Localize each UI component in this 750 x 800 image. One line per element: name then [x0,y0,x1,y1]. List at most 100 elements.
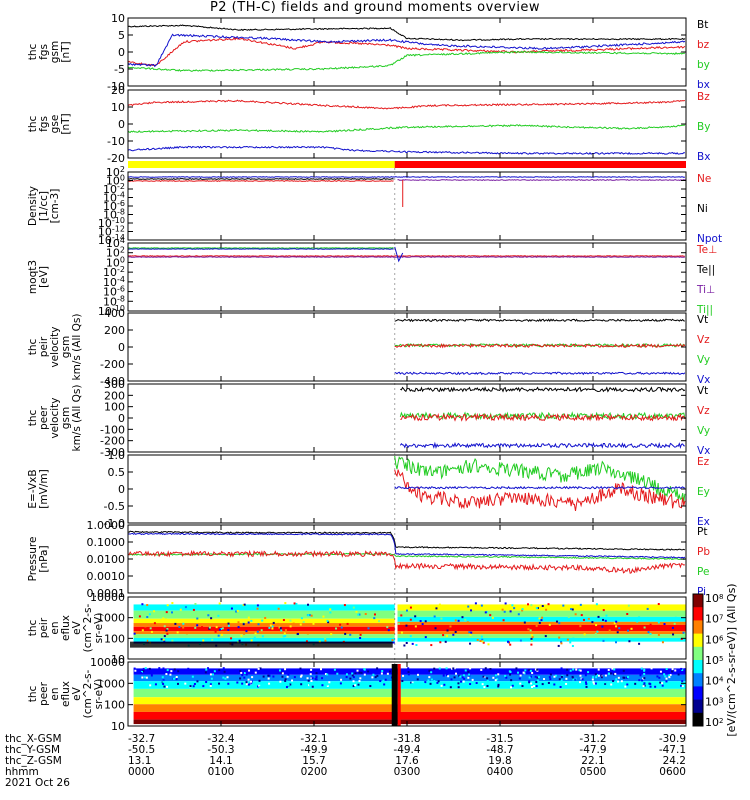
legend-label: Te|| [696,264,715,276]
spectrogram-speckle [502,619,505,622]
ephemeris-value: 15.7 [302,755,325,767]
spectrogram-speckle [602,609,605,612]
spectrogram-speckle [326,684,329,687]
spectrogram-speckle [134,669,137,672]
spectrogram-speckle [592,681,595,684]
spectrogram-speckle [427,679,430,682]
series-ni [127,178,394,180]
spectrogram-speckle [363,673,366,676]
spectrogram-speckle [492,676,495,679]
spectrogram-speckle [187,667,190,670]
y-tick-label: 200 [104,389,125,402]
spectrogram-speckle [363,668,366,671]
ephemeris-value: -50.3 [207,744,234,756]
spectrogram-speckle [358,680,361,683]
spectrogram-speckle [559,685,562,688]
y-axis-label-line: eV [71,686,83,700]
ephemeris-value: -31.2 [579,733,606,745]
spectrogram-speckle [416,678,419,681]
spectrogram-speckle [560,675,563,678]
spectrogram-speckle [266,616,269,619]
spectrogram-speckle [549,678,552,681]
panel-frame-pressure [127,524,687,594]
spectrogram-speckle [343,604,346,607]
spectrogram-speckle [171,639,174,642]
y-axis-label-line: E=-VxB [27,469,39,508]
spectrogram-speckle [595,603,598,606]
spectrogram-speckle [592,676,595,679]
spectrogram-speckle [576,607,579,610]
spectrogram-speckle [587,671,590,674]
spectrogram-speckle [680,667,683,670]
spectrogram-speckle [560,667,563,670]
spectrogram-speckle [571,675,574,678]
spectrogram-speckle [503,610,506,613]
spectrogram-speckle [627,629,630,632]
y-axis-label-line: velocity [49,326,61,367]
spectrogram-speckle [528,668,531,671]
spectrogram-speckle [497,685,500,688]
spectrogram-speckle [289,619,292,622]
spectrogram-speckle [509,681,512,684]
spectrogram-speckle [469,667,472,670]
spectrogram-speckle [510,686,513,689]
colorbar-tick-exponent: 6 [719,634,724,642]
y-tick-exponent: -4 [117,191,125,200]
spectrogram-speckle [561,674,564,677]
spectrogram-speckle [139,605,142,608]
colorbar: 108 107 106 105 104 103 102 [eV/(cm^2-s-sr-eV)]… [692,583,738,737]
spectrogram-speckle [261,619,264,622]
ephemeris-value: -47.9 [579,744,606,756]
spectrogram-speckle [580,614,583,617]
series-bz [127,36,686,67]
colorbar-tick-exponent: 8 [719,593,723,601]
y-tick-label: 100 [104,401,125,414]
spectrogram-speckle [410,681,413,684]
y-tick-label: 100 [104,632,125,645]
y-tick-label: 1000 [97,677,125,690]
spectrogram-speckle [352,606,355,609]
spectrogram-speckle [653,608,656,611]
colorbar-segment [693,686,703,701]
spectrogram-speckle [282,635,285,638]
spectrogram-speckle [247,621,250,624]
spectrogram-speckle [257,685,260,688]
spectrogram-speckle [409,618,412,621]
colorbar-tick-label: 108 [705,592,723,605]
spectrogram-speckle [196,680,199,683]
spectrogram-speckle [300,683,303,686]
y-axis-label-line: (cm^2-s- [82,669,94,718]
series-ne [127,180,394,182]
spectrogram-speckle [155,686,158,689]
legend-label: Ex [697,516,710,528]
spectrogram-speckle [649,623,652,626]
spectrogram-speckle [163,685,166,688]
spectrogram-speckle [162,617,165,620]
spectrogram-speckle [416,673,419,676]
spectrogram-cell [397,621,686,625]
y-axis-label-line: peer [38,681,50,706]
spectrogram-speckle [158,667,161,670]
spectrogram-cell [133,719,686,725]
spectrogram-speckle [209,673,212,676]
spectrogram-speckle [673,622,676,625]
spectrogram-speckle [141,682,144,685]
spectrogram-speckle [620,680,623,683]
spectrogram-speckle [665,680,668,683]
spectrogram-speckle [359,677,362,680]
spectrogram-speckle [327,621,330,624]
spectrogram-speckle [595,673,598,676]
spectrogram-speckle [520,684,523,687]
y-label-pressure: Pressure [nPa] [27,537,50,582]
spectrogram-speckle [628,640,631,643]
spectrogram-speckle [378,620,381,623]
spectrogram-speckle [553,683,556,686]
spectrogram-speckle [469,683,472,686]
colorbar-segment [693,699,703,714]
spectrogram-speckle [192,685,195,688]
spectrogram-speckle [267,674,270,677]
spectrogram-speckle [524,669,527,672]
y-tick-label: 5 [118,29,125,42]
y-axis-label-line: [nT] [60,113,72,134]
y-label-peer_vel: thc peer velocity gsm km/s (All Qs) [27,385,83,452]
